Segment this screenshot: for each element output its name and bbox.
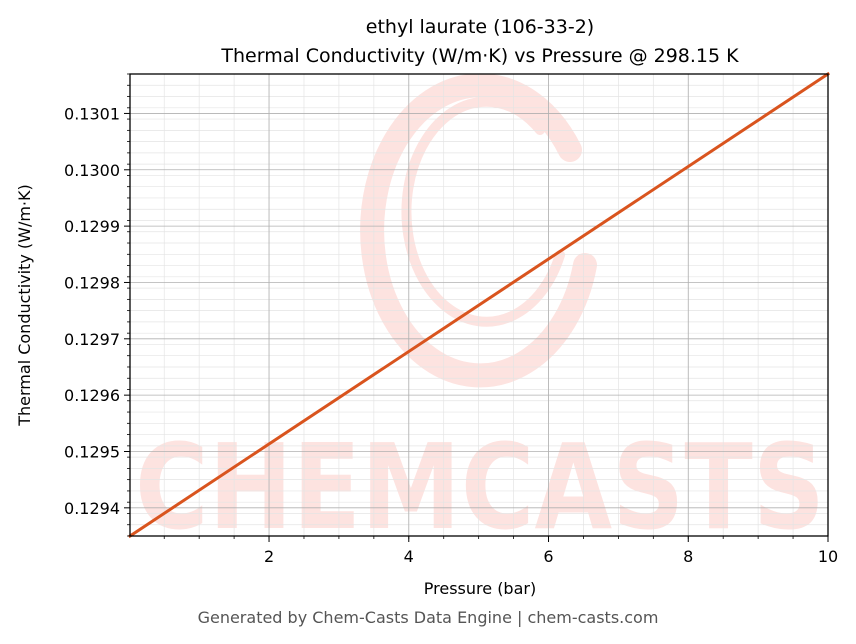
y-tick-label: 0.1300 [64, 161, 120, 180]
y-tick-label: 0.1297 [64, 330, 120, 349]
chart-title-line2: Thermal Conductivity (W/m·K) vs Pressure… [220, 45, 739, 67]
x-tick-label: 8 [683, 547, 693, 566]
watermark-swirl-inner [401, 96, 565, 327]
series-layer [127, 71, 831, 539]
watermark-text: CHEMCASTS [135, 418, 825, 556]
y-tick-label: 0.1294 [64, 499, 120, 518]
x-tick-label: 4 [404, 547, 414, 566]
footer-credit: Generated by Chem-Casts Data Engine | ch… [197, 608, 659, 627]
x-axis-label: Pressure (bar) [424, 579, 536, 598]
y-axis-label: Thermal Conductivity (W/m·K) [15, 184, 34, 427]
y-tick-label: 0.1299 [64, 217, 120, 236]
major-gridlines [130, 74, 829, 536]
y-tick-label: 0.1296 [64, 386, 120, 405]
chart-title-line1: ethyl laurate (106-33-2) [366, 16, 594, 38]
x-tick-label: 6 [543, 547, 553, 566]
y-tick-label: 0.1295 [64, 442, 120, 461]
watermark: CHEMCASTS [135, 73, 825, 556]
x-tick-label: 2 [264, 547, 274, 566]
x-tick-label: 10 [818, 547, 838, 566]
y-tick-label: 0.1298 [64, 273, 120, 292]
y-tick-label: 0.1301 [64, 104, 120, 123]
y-axis-ticks: 0.1294 0.1295 0.1296 0.1297 0.1298 0.1299 0.13… [64, 73, 130, 537]
x-axis-ticks: 2 4 6 8 10 [163, 536, 838, 566]
series-line [127, 71, 831, 539]
